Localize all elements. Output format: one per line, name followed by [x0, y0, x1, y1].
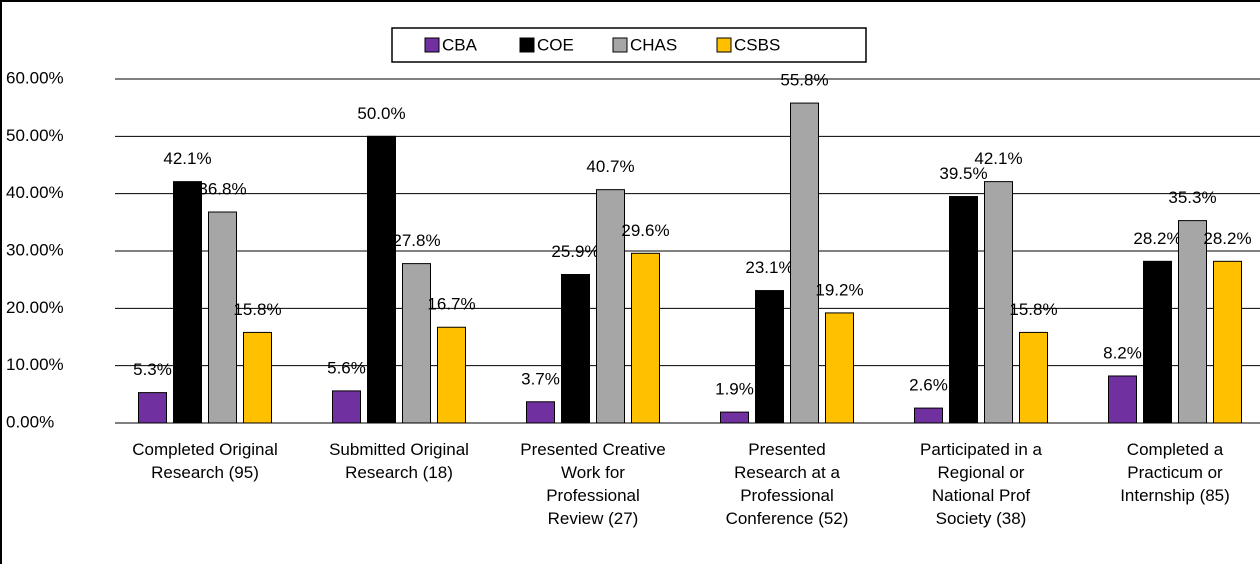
y-tick-label: 10.00% — [6, 355, 64, 374]
y-tick-label: 20.00% — [6, 298, 64, 317]
bar — [984, 181, 1013, 424]
data-label: 23.1% — [745, 258, 793, 277]
data-label: 3.7% — [521, 369, 560, 388]
legend-swatch — [716, 37, 732, 53]
bar — [1108, 375, 1137, 424]
data-label: 15.8% — [1009, 300, 1057, 319]
bar — [1019, 331, 1048, 424]
data-label: 42.1% — [163, 149, 211, 168]
bar — [526, 401, 555, 424]
y-tick-label: 50.00% — [6, 126, 64, 145]
bar — [173, 181, 202, 424]
legend-box — [391, 27, 867, 63]
y-tick-label: 60.00% — [6, 68, 64, 87]
bar — [596, 189, 625, 424]
x-tick-label: Participated in a Regional or National P… — [920, 440, 1042, 528]
bar — [631, 252, 660, 424]
bar — [243, 331, 272, 424]
legend-label: CSBS — [734, 35, 780, 54]
bar — [138, 392, 167, 424]
data-label: 42.1% — [974, 149, 1022, 168]
bar — [208, 211, 237, 424]
data-label: 40.7% — [586, 157, 634, 176]
bar — [949, 196, 978, 424]
legend-swatch — [612, 37, 628, 53]
data-label: 5.3% — [133, 360, 172, 379]
data-label: 36.8% — [198, 179, 246, 198]
bar — [825, 312, 854, 424]
x-tick-label: Presented Research at a Professional Con… — [725, 440, 849, 528]
data-label: 35.3% — [1168, 188, 1216, 207]
bar — [720, 411, 749, 424]
data-label: 27.8% — [392, 231, 440, 250]
data-label: 25.9% — [551, 242, 599, 261]
data-label: 15.8% — [233, 300, 281, 319]
y-tick-label: 30.00% — [6, 240, 64, 259]
data-label: 1.9% — [715, 380, 754, 399]
bar — [914, 407, 943, 424]
data-label: 39.5% — [939, 164, 987, 183]
data-label: 5.6% — [327, 358, 366, 377]
bar — [1143, 260, 1172, 424]
x-tick-label: Submitted Original Research (18) — [329, 440, 469, 482]
bar — [1178, 220, 1207, 424]
bar — [367, 135, 396, 424]
bar — [437, 326, 466, 424]
bar — [790, 102, 819, 424]
bar — [1213, 260, 1242, 424]
data-label: 55.8% — [780, 71, 828, 90]
x-tick-label: Presented Creative Work for Professional… — [520, 440, 666, 528]
bar — [332, 390, 361, 424]
bar — [402, 263, 431, 424]
legend-label: CBA — [442, 35, 478, 54]
legend-label: COE — [537, 35, 574, 54]
data-label: 28.2% — [1133, 229, 1181, 248]
x-tick-label: Completed a Practicum or Internship (85) — [1120, 440, 1230, 505]
y-tick-label: 0.00% — [6, 412, 54, 431]
bar — [755, 290, 784, 424]
data-label: 2.6% — [909, 376, 948, 395]
data-label: 29.6% — [621, 221, 669, 240]
y-tick-label: 40.00% — [6, 183, 64, 202]
data-label: 8.2% — [1103, 343, 1142, 362]
legend-swatch — [519, 37, 535, 53]
bar — [561, 274, 590, 424]
data-label: 50.0% — [357, 104, 405, 123]
data-label: 19.2% — [815, 280, 863, 299]
data-label: 28.2% — [1203, 229, 1251, 248]
x-tick-label: Completed Original Research (95) — [132, 440, 278, 482]
data-label: 16.7% — [427, 295, 475, 314]
legend-label: CHAS — [630, 35, 677, 54]
legend-swatch — [424, 37, 440, 53]
